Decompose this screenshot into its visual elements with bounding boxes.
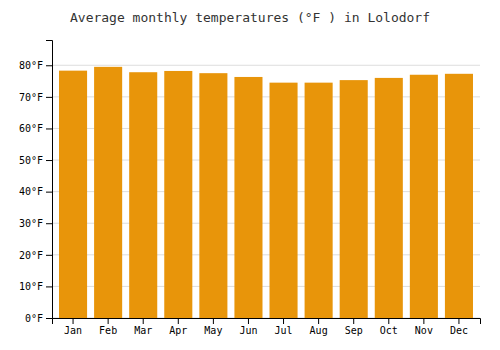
bars	[59, 67, 473, 318]
tick-label: Mar	[134, 325, 152, 336]
tick: Jun	[239, 318, 257, 336]
tick-mark	[73, 318, 74, 324]
tick: 20°F	[19, 250, 52, 261]
tick-label: Jun	[239, 325, 257, 336]
bar	[199, 73, 227, 318]
tick-mark	[108, 318, 109, 324]
tick-label: Nov	[415, 325, 433, 336]
tick-label: Jul	[275, 325, 293, 336]
tick-mark	[143, 318, 144, 324]
tick-mark	[353, 318, 354, 324]
bar	[340, 80, 368, 318]
bar	[410, 75, 438, 318]
tick-label: May	[204, 325, 222, 336]
tick-label: Oct	[380, 325, 398, 336]
tick-label: Sep	[345, 325, 363, 336]
tick-mark	[46, 65, 52, 66]
tick-label: 30°F	[19, 218, 43, 229]
tick-label: 60°F	[19, 123, 43, 134]
tick: Sep	[345, 318, 363, 336]
tick-label: 70°F	[19, 92, 43, 103]
tick-label: 0°F	[25, 313, 43, 324]
tick-mark	[46, 223, 52, 224]
tick-mark	[46, 97, 52, 98]
tick-label: 20°F	[19, 250, 43, 261]
tick-mark	[178, 318, 179, 324]
tick-mark	[248, 318, 249, 324]
bar	[445, 74, 473, 318]
tick: May	[204, 318, 222, 336]
tick: Jul	[275, 318, 293, 336]
tick-label: Dec	[450, 325, 468, 336]
tick-mark	[46, 318, 52, 319]
tick: Dec	[450, 318, 468, 336]
chart: 0°F 10°F 20°F 30°F 40°F 50°F 60°F 70°F 80°F Jan Fe…	[0, 0, 500, 350]
tick-mark	[46, 286, 52, 287]
tick-label: Feb	[99, 325, 117, 336]
tick: Apr	[169, 318, 187, 336]
tick-mark	[46, 192, 52, 193]
bar	[305, 83, 333, 318]
tick: 0°F	[25, 313, 52, 324]
axis-line	[53, 319, 481, 325]
title: Average monthly temperatures (°F ) in Lo…	[70, 10, 430, 25]
tick: 10°F	[19, 281, 52, 292]
y-axis: 0°F 10°F 20°F 30°F 40°F 50°F 60°F 70°F 80°F	[19, 41, 53, 324]
tick: 70°F	[19, 92, 52, 103]
tick-mark	[283, 318, 284, 324]
tick-label: 10°F	[19, 281, 43, 292]
bar	[94, 67, 122, 318]
tick: 30°F	[19, 218, 52, 229]
tick: Feb	[99, 318, 117, 336]
tick-mark	[46, 255, 52, 256]
tick: 80°F	[19, 60, 52, 71]
tick: Jan	[64, 318, 82, 336]
tick-mark	[388, 318, 389, 324]
bar	[234, 77, 262, 318]
bar	[270, 83, 298, 318]
tick-label: 40°F	[19, 186, 43, 197]
tick-label: Apr	[169, 325, 187, 336]
tick: Nov	[415, 318, 433, 336]
grid-line	[52, 65, 480, 66]
tick: 50°F	[19, 155, 52, 166]
tick-mark	[46, 160, 52, 161]
bar	[164, 71, 192, 318]
axis-line	[46, 41, 53, 319]
tick-mark	[318, 318, 319, 324]
tick: Oct	[380, 318, 398, 336]
tick-mark	[458, 318, 459, 324]
tick: Aug	[310, 318, 328, 336]
tick: 60°F	[19, 123, 52, 134]
tick-label: Aug	[310, 325, 328, 336]
tick-label: Jan	[64, 325, 82, 336]
tick: Mar	[134, 318, 152, 336]
tick-label: 50°F	[19, 155, 43, 166]
bar	[129, 72, 157, 318]
bar	[375, 78, 403, 318]
x-axis: Jan Feb Mar Apr May Jun Jul Aug Sep Oct Nov Dec	[53, 318, 481, 336]
plot: 0°F 10°F 20°F 30°F 40°F 50°F 60°F 70°F 80°F Jan Fe…	[19, 41, 481, 337]
bar	[59, 71, 87, 318]
tick: 40°F	[19, 186, 52, 197]
tick-mark	[213, 318, 214, 324]
tick-mark	[423, 318, 424, 324]
tick-mark	[46, 128, 52, 129]
grid	[52, 65, 480, 318]
tick-label: 80°F	[19, 60, 43, 71]
